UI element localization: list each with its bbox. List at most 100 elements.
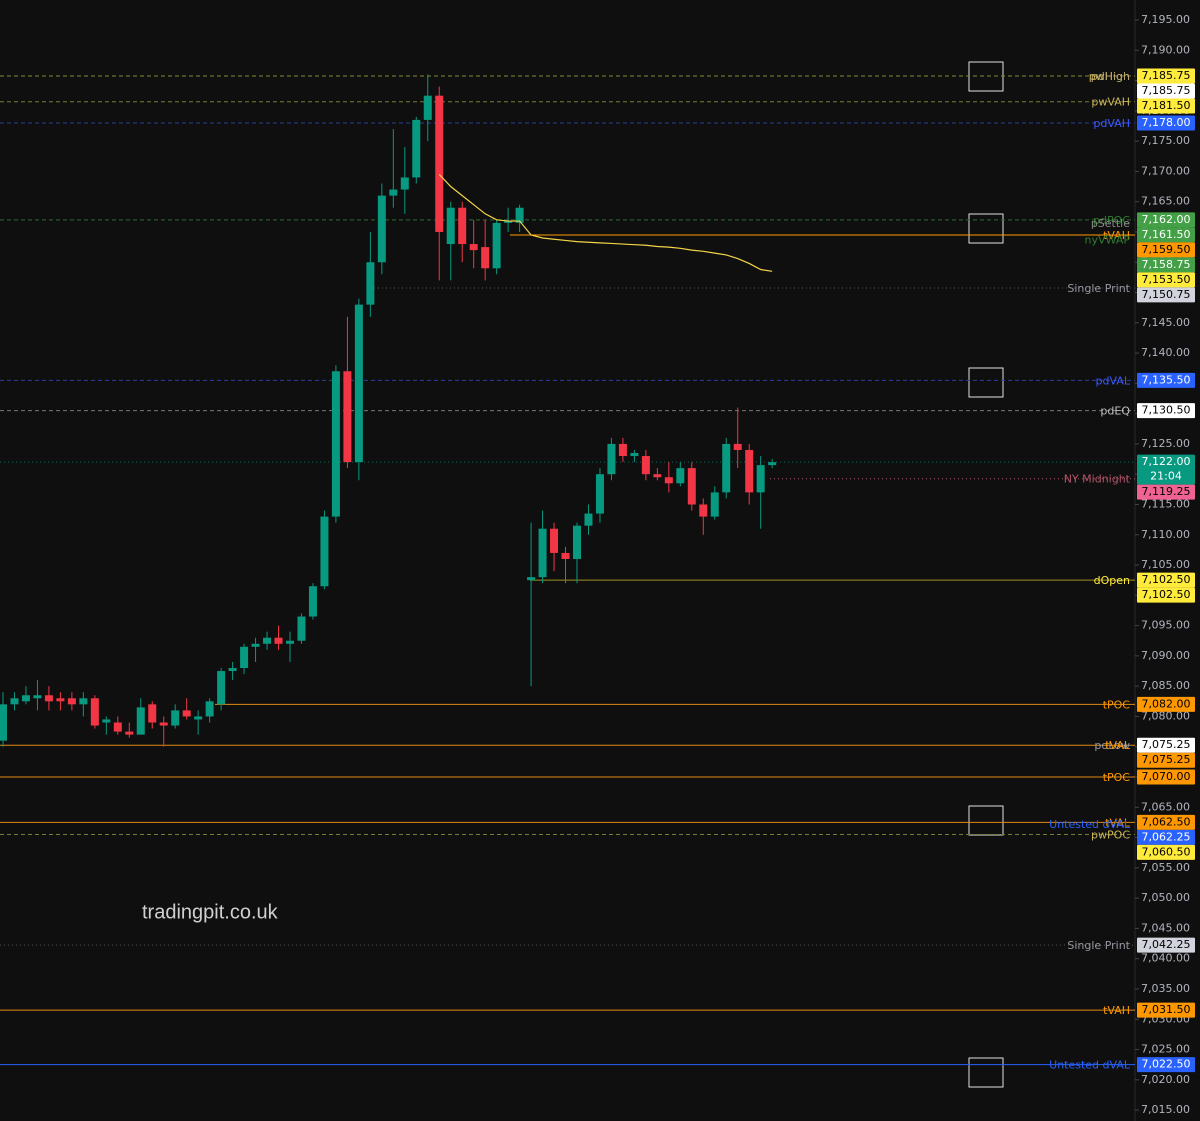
level-label: Single Print	[1067, 282, 1130, 295]
level-label: tVAL	[1105, 816, 1131, 829]
level-label: Untested dVAL	[1049, 1059, 1131, 1072]
price-tag-label: 7,031.50	[1142, 1003, 1191, 1016]
price-tag-label: 7,062.25	[1142, 830, 1191, 843]
candle-body	[308, 586, 317, 617]
y-tick-label: 7,170.00	[1141, 164, 1190, 177]
level-label: pdVAH	[1093, 117, 1130, 130]
price-tag	[1137, 937, 1195, 953]
candle-body	[44, 695, 53, 702]
level-label: tVAH	[1103, 229, 1130, 242]
candle-body	[240, 646, 249, 668]
y-tick-label: 7,190.00	[1141, 43, 1190, 56]
candle-body	[67, 698, 76, 705]
candle-body	[33, 695, 42, 699]
y-tick-label: 7,105.00	[1141, 558, 1190, 571]
y-tick-label: 7,110.00	[1141, 528, 1190, 541]
level-label: Single Print	[1067, 939, 1130, 952]
y-tick-label: 7,015.00	[1141, 1103, 1190, 1116]
candle-body	[687, 468, 696, 505]
level-label: pwHigh	[1089, 70, 1130, 83]
price-tag	[1137, 242, 1195, 258]
candle-body	[618, 443, 627, 457]
y-tick-label: 7,115.00	[1141, 497, 1190, 510]
candle-body	[263, 637, 272, 644]
candle-body	[90, 698, 99, 726]
candle-body	[561, 552, 570, 559]
countdown: 21:04	[1150, 470, 1182, 483]
price-tag	[1137, 752, 1195, 768]
price-tag	[1137, 844, 1195, 860]
candle-body	[412, 119, 421, 178]
level-label: pdHigh	[1091, 70, 1130, 83]
candle-body	[228, 667, 237, 672]
candle-body	[159, 722, 168, 726]
price-tag	[1137, 1002, 1195, 1018]
price-tag-label: 7,070.00	[1142, 770, 1191, 783]
level-label: tVAH	[1103, 1004, 1130, 1017]
candle-body	[504, 221, 513, 223]
candle-body	[676, 468, 685, 484]
candle-body	[331, 371, 340, 517]
price-tag-label: 7,042.25	[1142, 938, 1191, 951]
price-tag	[1137, 769, 1195, 785]
y-tick-label: 7,095.00	[1141, 619, 1190, 632]
candle-body	[0, 704, 7, 741]
vwap-line	[438, 174, 773, 272]
candle-body	[630, 453, 639, 457]
candle-body	[194, 716, 203, 720]
price-tag	[1137, 484, 1195, 500]
candle-body	[527, 577, 536, 581]
candle-body	[722, 443, 731, 493]
y-tick-label: 7,165.00	[1141, 195, 1190, 208]
level-label: Untested dVAL	[1049, 818, 1131, 831]
price-tag	[1137, 287, 1195, 303]
price-tag	[1137, 272, 1195, 288]
y-tick-label: 7,195.00	[1141, 13, 1190, 26]
price-tag	[1137, 587, 1195, 603]
candle-body	[297, 616, 306, 641]
y-tick-label: 7,085.00	[1141, 679, 1190, 692]
price-tag-label: 7,102.50	[1142, 588, 1191, 601]
candle-body	[664, 477, 673, 484]
candle-body	[182, 710, 191, 717]
candle-body	[171, 710, 180, 726]
y-tick-label: 7,025.00	[1141, 1043, 1190, 1056]
price-tag-label: 7,082.00	[1142, 697, 1191, 710]
candle-body	[550, 528, 559, 553]
candle-body	[136, 707, 145, 735]
candle-body	[481, 247, 490, 269]
price-tag	[1137, 68, 1195, 84]
zone-box	[968, 367, 1004, 398]
price-tag	[1137, 257, 1195, 273]
candle-body	[745, 449, 754, 493]
candle-body	[653, 474, 662, 478]
candle-body	[607, 443, 616, 475]
price-tag-label: 7,130.50	[1142, 404, 1191, 417]
level-label: pdLow	[1094, 739, 1130, 752]
y-tick-label: 7,055.00	[1141, 861, 1190, 874]
y-tick-label: 7,020.00	[1141, 1073, 1190, 1086]
level-label: NY Midnight	[1064, 473, 1131, 486]
candle-body	[274, 637, 283, 644]
price-tag-label: 7,062.50	[1142, 815, 1191, 828]
price-tag-label: 7,150.75	[1142, 288, 1191, 301]
price-tag	[1137, 98, 1195, 114]
candle-body	[584, 513, 593, 526]
price-tag	[1137, 814, 1195, 830]
candle-body	[458, 207, 467, 245]
level-label: pdPOC	[1093, 214, 1130, 227]
price-tag-label: 7,161.50	[1142, 228, 1191, 241]
price-tag-label: 7,159.50	[1142, 243, 1191, 256]
price-tag	[1137, 227, 1195, 243]
candle-body	[10, 698, 19, 705]
price-tag-label: 7,075.25	[1142, 738, 1191, 751]
candle-body	[21, 695, 30, 702]
level-label: tVAL	[1105, 739, 1131, 752]
y-tick-label: 7,140.00	[1141, 346, 1190, 359]
candle-body	[538, 528, 547, 578]
price-tag-label: 7,022.50	[1142, 1058, 1191, 1071]
price-tag	[1137, 83, 1195, 99]
level-label: pdVAL	[1096, 374, 1131, 387]
